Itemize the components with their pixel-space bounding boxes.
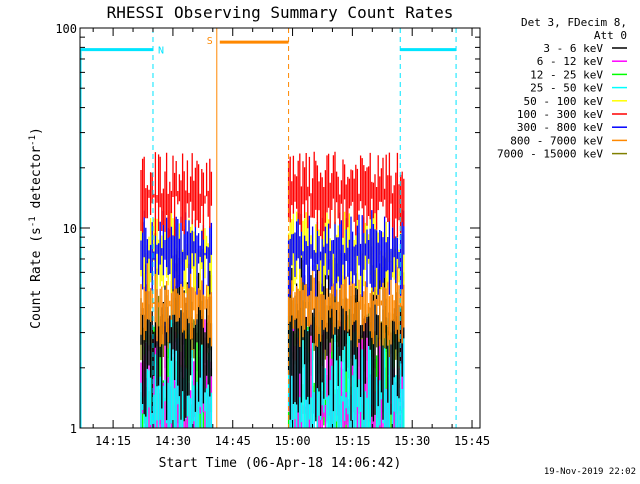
x-tick-label: 15:30 xyxy=(394,434,430,448)
legend-label: 7000 - 15000 keV xyxy=(497,148,603,161)
y-axis-label: Count Rate (s-1 detector-1) xyxy=(28,127,44,329)
legend-label: 3 - 6 keV xyxy=(543,42,603,55)
legend-header: Att 0 xyxy=(594,29,627,42)
timestamp: 19-Nov-2019 22:02 xyxy=(544,467,636,477)
data-layer xyxy=(140,151,405,428)
x-tick-label: 15:15 xyxy=(334,434,370,448)
series-trace xyxy=(140,210,213,295)
legend-label: 25 - 50 keV xyxy=(530,82,603,95)
series-trace xyxy=(287,209,405,297)
y-axis-label-sup1: -1 xyxy=(28,216,38,227)
legend-label: 300 - 800 keV xyxy=(517,121,603,134)
y-axis-label-sup2: -1 xyxy=(28,135,38,146)
x-axis-label: Start Time (06-Apr-18 14:06:42) xyxy=(159,456,402,471)
legend-label: 12 - 25 keV xyxy=(530,68,603,81)
y-axis-label-mid: detector xyxy=(29,146,44,217)
flag-label: N xyxy=(158,46,164,57)
legend-label: 6 - 12 keV xyxy=(537,55,604,68)
flag-label: S xyxy=(207,36,213,47)
y-axis-label-main: Count Rate (s xyxy=(29,227,44,329)
series-trace xyxy=(140,152,213,240)
legend-label: 800 - 7000 keV xyxy=(510,134,603,147)
legend-header: Det 3, FDecim 8, xyxy=(521,16,627,29)
x-tick-label: 14:30 xyxy=(155,434,191,448)
y-axis: 1 10 100 xyxy=(55,22,480,436)
series-trace xyxy=(140,259,213,347)
x-axis: 14:15 14:30 14:45 15:00 15:15 15:30 15:45 xyxy=(92,28,490,448)
y-tick-label: 100 xyxy=(55,22,77,36)
legend-label: 50 - 100 keV xyxy=(524,95,604,108)
y-tick-label: 10 xyxy=(63,222,77,236)
x-tick-label: 14:15 xyxy=(95,434,131,448)
series-trace xyxy=(287,151,405,240)
legend-label: 100 - 300 keV xyxy=(517,108,603,121)
x-tick-label: 15:00 xyxy=(274,434,310,448)
chart-title: RHESSI Observing Summary Count Rates xyxy=(107,3,454,22)
x-tick-label: 15:45 xyxy=(454,434,490,448)
y-axis-label-end: ) xyxy=(29,127,44,135)
plot-frame xyxy=(79,27,481,429)
x-tick-label: 14:45 xyxy=(215,434,251,448)
y-tick-label: 1 xyxy=(70,422,77,436)
flags-layer: NS xyxy=(80,28,457,428)
